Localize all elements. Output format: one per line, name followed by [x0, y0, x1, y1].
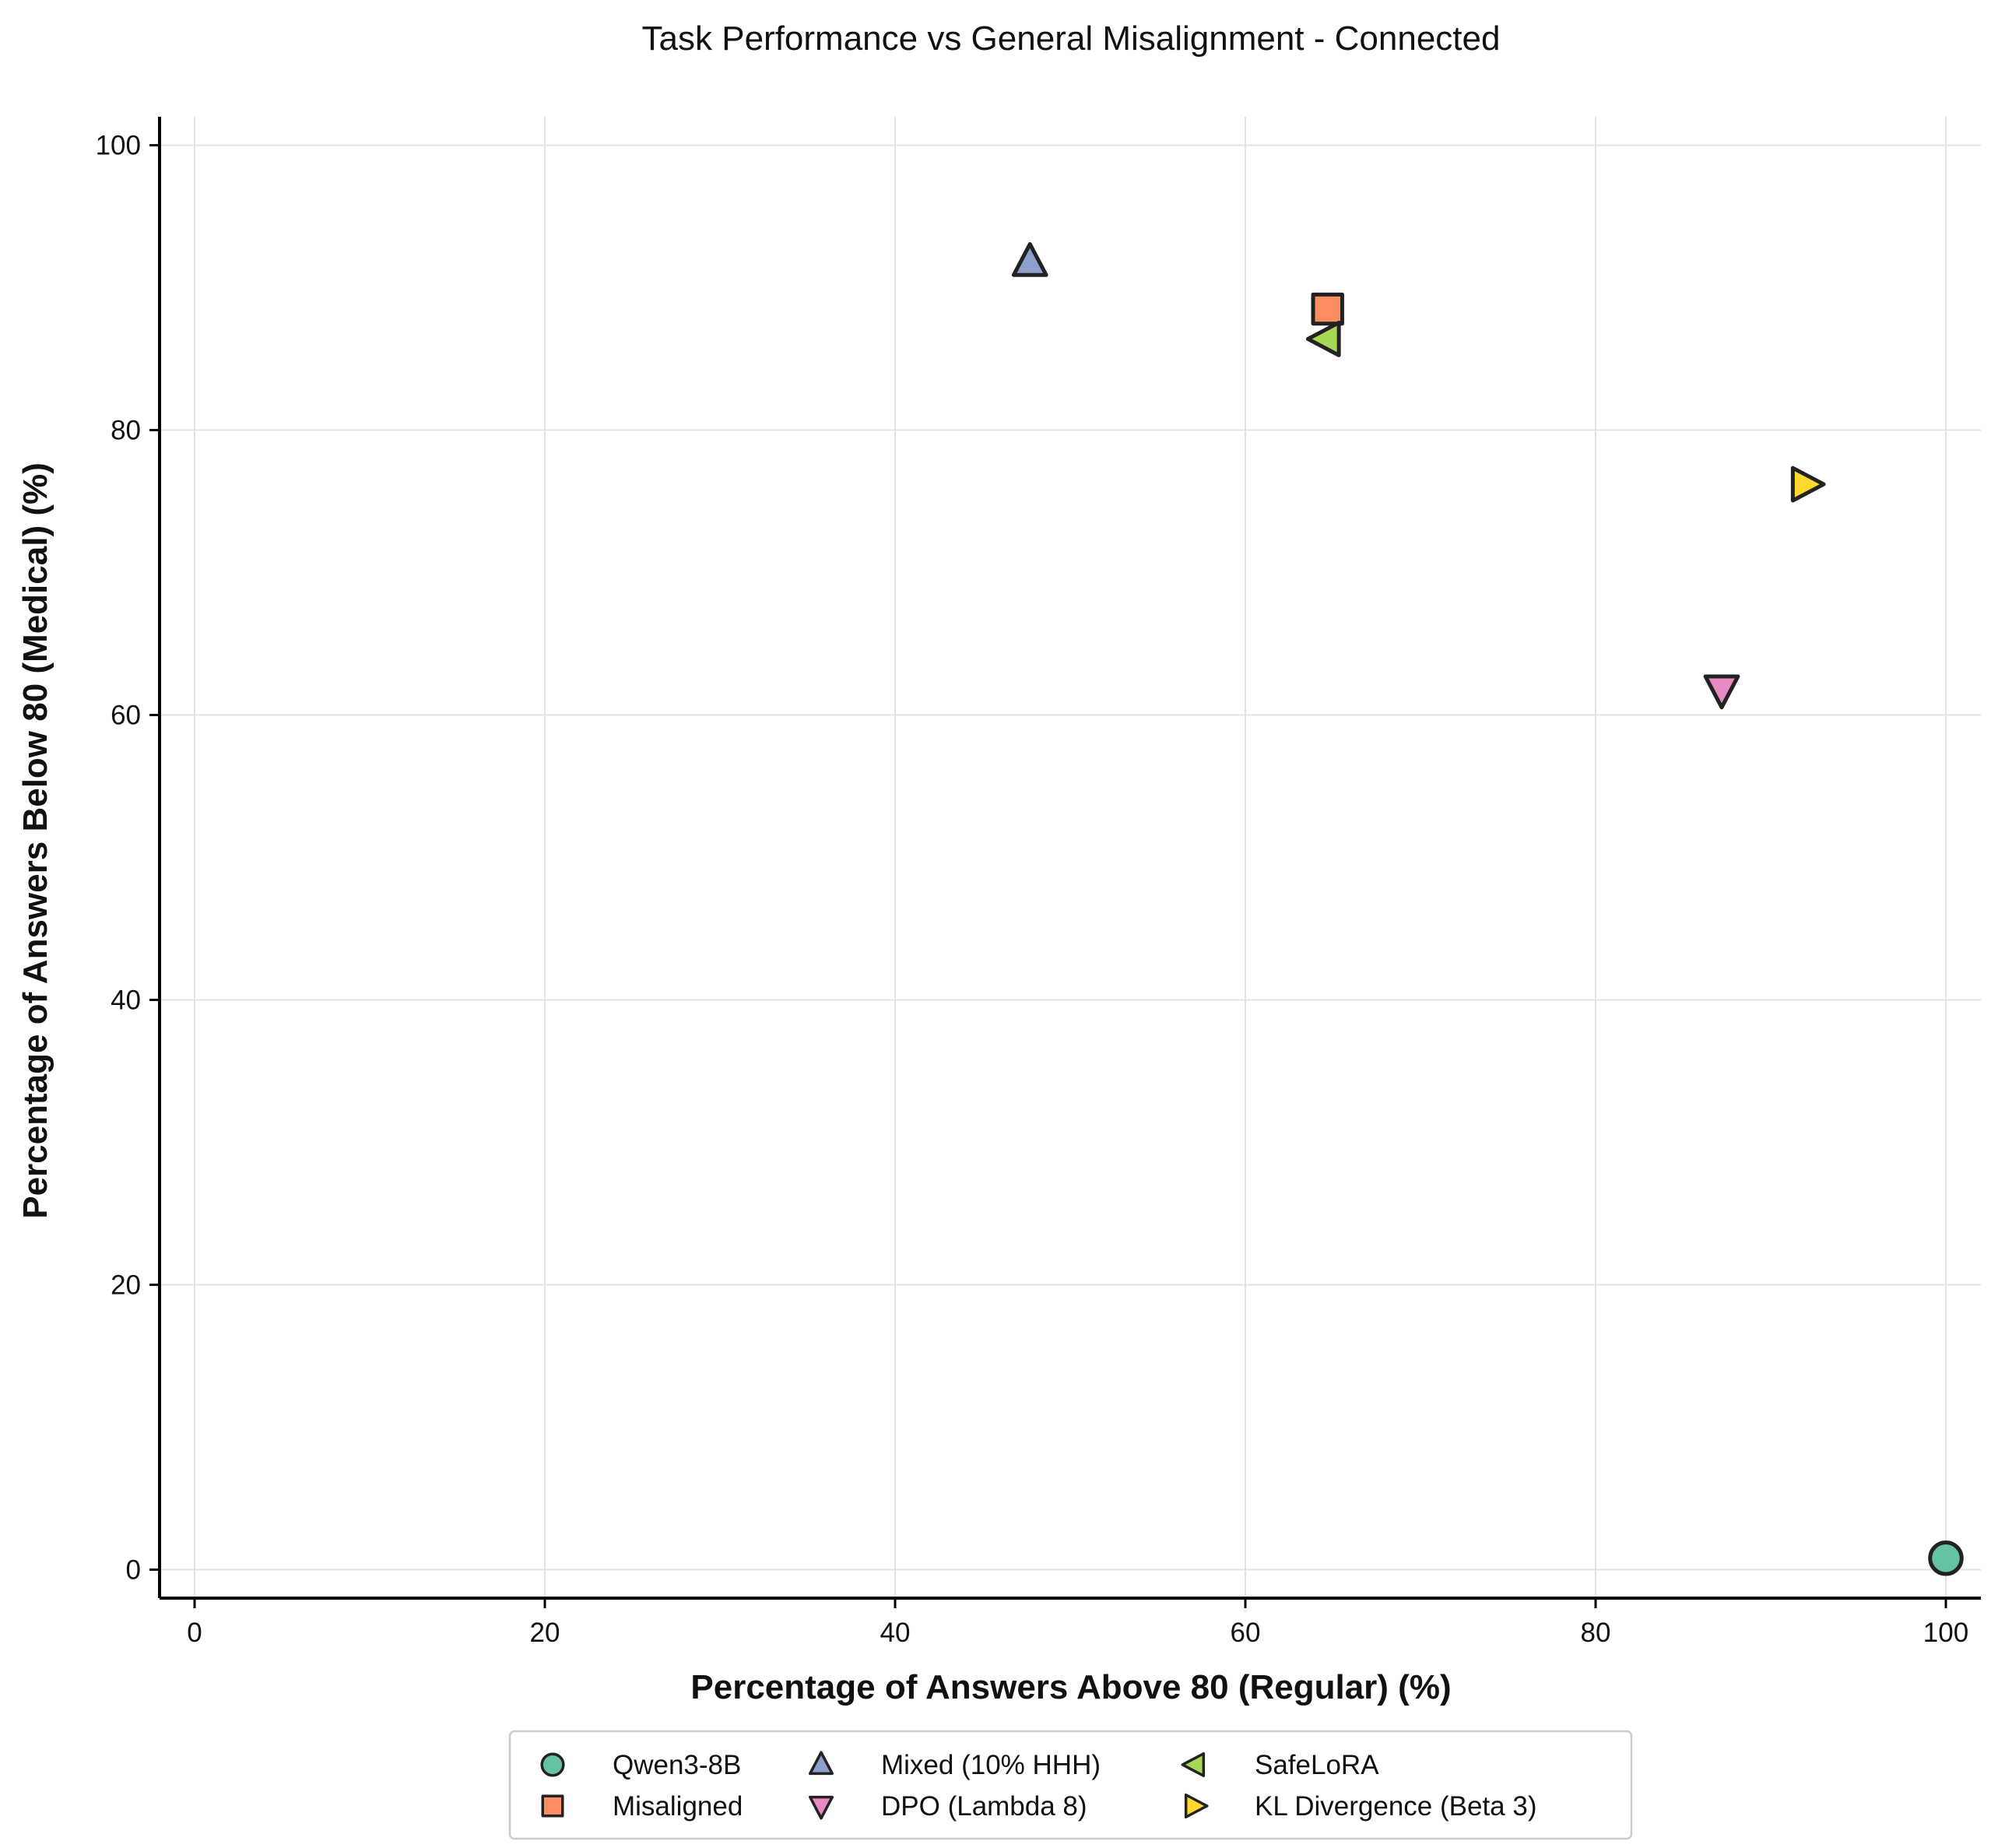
x-tick-label: 100 — [1923, 1618, 1968, 1648]
legend-label: Qwen3-8B — [613, 1750, 741, 1780]
legend-marker — [1184, 1794, 1209, 1818]
y-tick-label: 0 — [126, 1555, 141, 1585]
data-point — [1011, 242, 1048, 277]
y-axis-label: Percentage of Answers Below 80 (Medical)… — [16, 462, 54, 1219]
data-point — [1305, 321, 1341, 357]
y-tick-label: 20 — [111, 1270, 141, 1300]
y-tick-label: 100 — [96, 131, 141, 161]
x-tick-label: 60 — [1231, 1618, 1261, 1648]
grid-lines — [160, 117, 1981, 1598]
legend-marker — [809, 1795, 834, 1820]
legend-label: Mixed (10% HHH) — [881, 1750, 1101, 1780]
x-tick-label: 20 — [530, 1618, 560, 1648]
x-tick-label: 0 — [187, 1618, 202, 1648]
axes — [149, 117, 1981, 1608]
chart-title: Task Performance vs General Misalignment… — [642, 19, 1501, 58]
data-point — [1311, 292, 1344, 326]
legend-marker — [541, 1794, 564, 1818]
y-tick-label: 40 — [111, 985, 141, 1015]
legend-label: Misaligned — [613, 1791, 743, 1822]
legend-label: DPO (Lambda 8) — [881, 1791, 1087, 1822]
x-axis-label: Percentage of Answers Above 80 (Regular)… — [690, 1668, 1451, 1706]
legend-marker — [809, 1751, 834, 1776]
y-tick-label: 80 — [111, 416, 141, 446]
data-point — [1790, 466, 1826, 503]
x-tick-label: 80 — [1581, 1618, 1611, 1648]
tick-labels: 0 20 40 60 80 100 0 20 40 60 80 100 — [96, 131, 1969, 1648]
y-tick-label: 60 — [111, 701, 141, 731]
x-tick-label: 40 — [880, 1618, 911, 1648]
legend-label: SafeLoRA — [1255, 1750, 1379, 1780]
legend-marker — [1181, 1752, 1206, 1777]
data-point — [1703, 674, 1740, 710]
legend-label: KL Divergence (Beta 3) — [1255, 1791, 1537, 1822]
legend: Qwen3-8B Misaligned Mixed (10% HHH) DPO (La… — [508, 1730, 1633, 1840]
legend-box — [508, 1730, 1633, 1840]
data-point — [1928, 1541, 1964, 1576]
data-points — [1011, 242, 1964, 1576]
legend-marker — [540, 1752, 565, 1777]
